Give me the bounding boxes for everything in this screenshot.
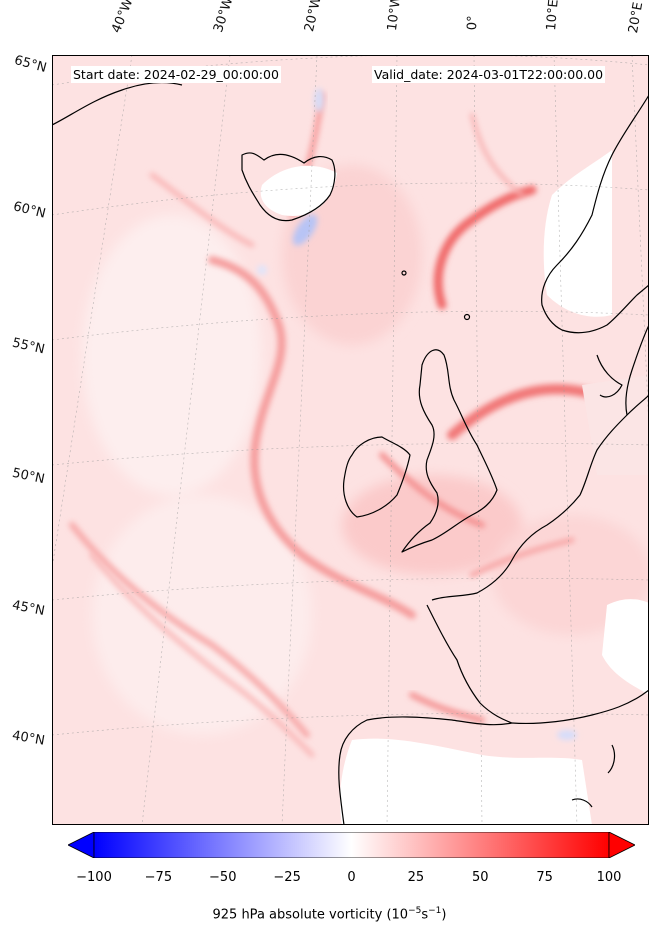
start-date-label: Start date: 2024-02-29_00:00:00 [71,66,281,83]
colorbar-extend-high [608,832,635,858]
coastline-iberia [338,754,345,825]
map-panel [52,55,649,825]
colorbar-tick-label: 25 [407,870,425,885]
calm-land-areas [260,150,649,825]
coastline-biscay [339,604,513,756]
colorbar-label-mid: s [421,907,429,923]
lon-label-20w: 20°W [302,0,325,34]
colorbar-tick-label: −75 [144,870,173,885]
lat-label-65n: 65°N [12,53,49,76]
colorbar-tick-label: 100 [596,870,622,885]
coastline-denmark [596,354,623,398]
colorbar-label-text: 925 hPa absolute vorticity (10 [212,907,409,923]
lon-label-30w: 30°W [211,0,237,35]
colorbar-tick-label: 50 [471,870,489,885]
lat-label-45n: 45°N [10,598,46,619]
coastline-france [431,394,649,601]
colorbar-label-sup2: −1 [428,906,442,916]
lat-label-50n: 50°N [10,465,46,488]
colorbar-tick-label: 75 [536,870,553,885]
coastline-iberia-east [511,689,649,725]
lat-label-55n: 55°N [10,335,47,358]
lon-label-10w: 10°W [385,0,405,32]
vorticity-map [52,55,649,825]
island-faroe [401,270,407,276]
coastline-ireland [342,436,411,518]
valid-date-label: Valid_date: 2024-03-01T22:00:00.00 [372,66,606,83]
colorbar-extend-low [68,832,95,858]
map-border [52,55,649,825]
island-shetland [463,313,471,321]
graticule [52,55,649,825]
coastline-great-britain [401,349,498,553]
colorbar-label-end: ) [441,907,447,923]
colorbar-label: 925 hPa absolute vorticity (10−5s−1) [0,906,659,922]
lon-label-40w: 40°W [109,0,137,36]
coastline-sweden [625,324,649,416]
colorbar [68,832,635,858]
coastline-corsica [607,744,616,774]
coastline-iceland [241,152,336,222]
coastline-balearic [571,798,593,808]
coastline-norway [541,94,649,334]
lat-label-60n: 60°N [11,199,48,222]
colorbar-tick-label: 0 [347,870,356,885]
colorbar-tick-label: −50 [209,870,237,885]
coastlines [52,81,649,825]
lon-label-20e: 20°E [626,1,647,35]
lat-label-40n: 40°N [10,728,46,749]
colorbar-body [93,832,610,858]
lon-label-0: 0° [465,15,481,31]
negative-vorticity-spots [257,88,577,740]
colorbar-label-sup1: −5 [408,906,422,916]
colorbar-tick-label: −100 [76,870,112,885]
lon-label-10e: 10°E [544,0,562,32]
colorbar-tick-label: −25 [273,870,301,885]
